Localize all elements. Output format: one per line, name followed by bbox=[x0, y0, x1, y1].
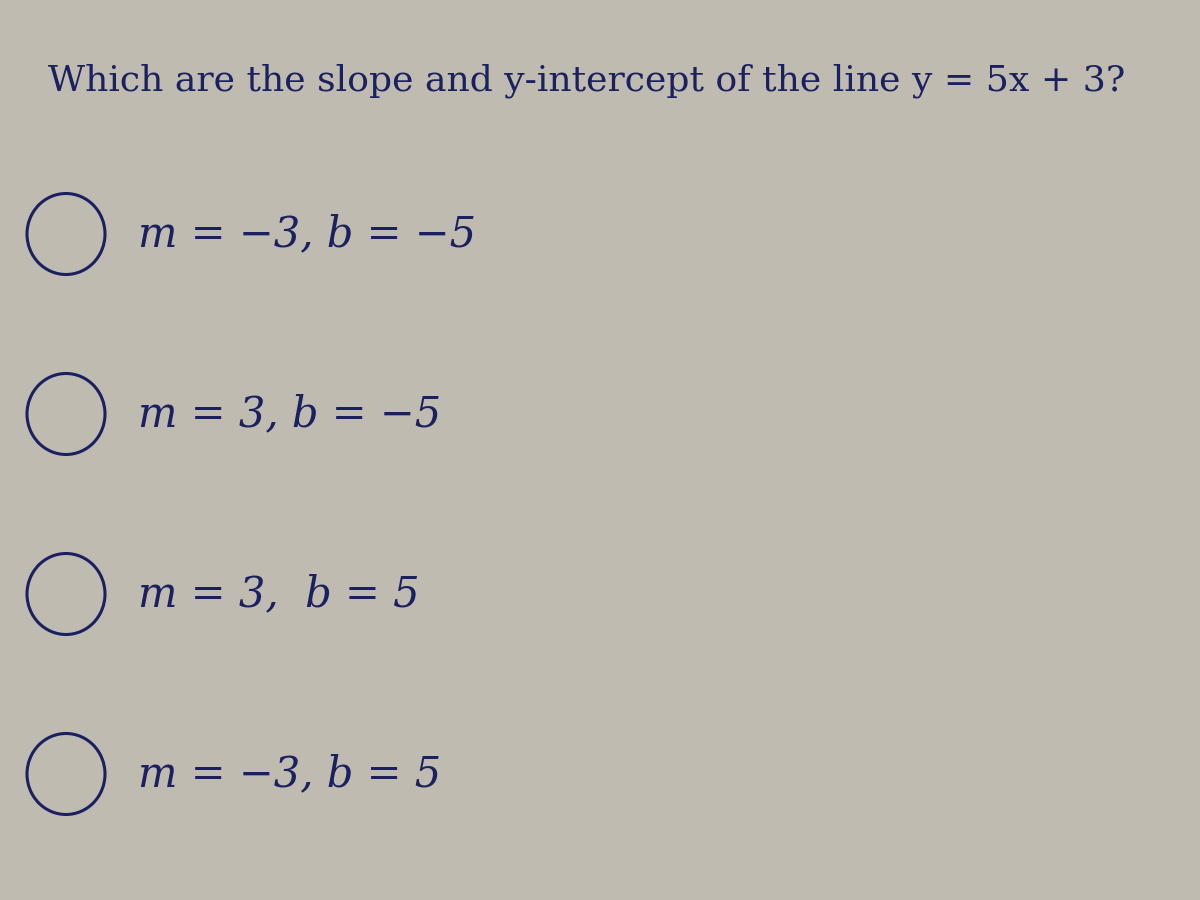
Text: m = −3, b = −5: m = −3, b = −5 bbox=[138, 213, 476, 255]
Text: m = 3, b = −5: m = 3, b = −5 bbox=[138, 393, 442, 435]
Text: m = 3,  b = 5: m = 3, b = 5 bbox=[138, 573, 420, 615]
Text: m = −3, b = 5: m = −3, b = 5 bbox=[138, 753, 442, 795]
Text: Which are the slope and y-intercept of the line y = 5x + 3?: Which are the slope and y-intercept of t… bbox=[48, 64, 1126, 98]
